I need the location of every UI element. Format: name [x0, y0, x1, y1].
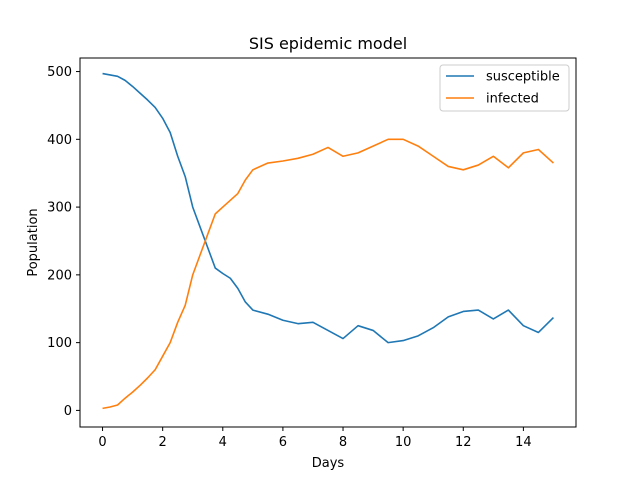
- x-axis-label: Days: [312, 456, 345, 471]
- y-tick-label: 500: [47, 65, 72, 80]
- x-tick-label: 8: [339, 435, 347, 450]
- y-tick-label: 300: [47, 201, 72, 216]
- plot-frame: [79, 57, 577, 428]
- x-tick-label: 2: [159, 435, 167, 450]
- susceptible-line: [102, 72, 555, 344]
- x-tick-label: 14: [515, 435, 532, 450]
- x-tick-label: 6: [279, 435, 287, 450]
- legend-label-susceptible: susceptible: [486, 70, 560, 85]
- x-tick-label: 10: [395, 435, 412, 450]
- x-tick-label: 4: [219, 435, 227, 450]
- legend: susceptible infected: [439, 64, 570, 112]
- infected-line: [102, 138, 554, 410]
- chart-title: SIS epidemic model: [249, 34, 407, 53]
- plot-area: [102, 72, 555, 410]
- y-axis-label: Population: [26, 208, 41, 276]
- x-axis: 0 2 4 6 8 10 12 14: [98, 427, 532, 450]
- y-tick-label: 0: [64, 404, 72, 419]
- x-tick-label: 12: [455, 435, 472, 450]
- y-tick-label: 100: [47, 336, 72, 351]
- y-axis: 0 100 200 300 400 500: [47, 65, 80, 419]
- legend-label-infected: infected: [486, 92, 539, 107]
- y-tick-label: 400: [47, 133, 72, 148]
- y-tick-label: 200: [47, 268, 72, 283]
- x-tick-label: 0: [98, 435, 106, 450]
